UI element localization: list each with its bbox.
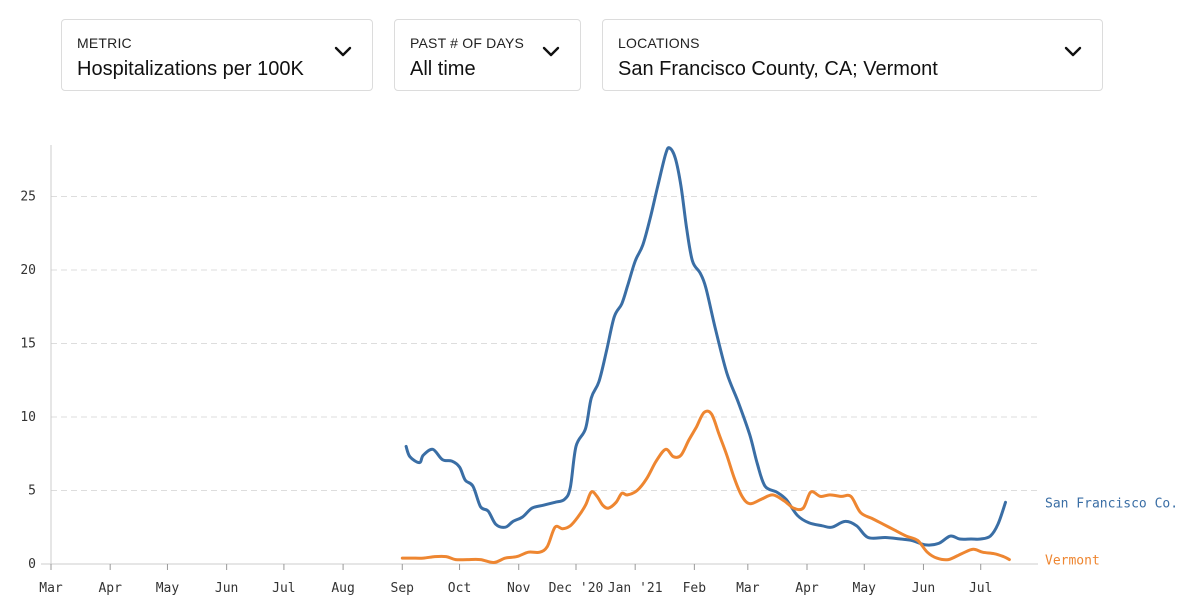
- series-labels: San Francisco Co. Vermont: [1045, 496, 1178, 568]
- locations-value: San Francisco County, CA; Vermont: [618, 58, 938, 80]
- x-tick-label: Oct: [448, 581, 471, 596]
- metric-dropdown[interactable]: METRIC Hospitalizations per 100K: [61, 19, 373, 91]
- san-francisco-series-line: [404, 146, 1007, 547]
- y-tick-label: 0: [28, 557, 36, 572]
- x-tick-label: Jul: [272, 581, 295, 596]
- past-days-dropdown[interactable]: PAST # OF DAYS All time: [394, 19, 581, 91]
- x-tick-label: May: [156, 581, 180, 596]
- grid-lines: [51, 195, 1038, 491]
- filter-controls: METRIC Hospitalizations per 100K PAST # …: [0, 0, 1200, 110]
- locations-label: LOCATIONS: [618, 35, 700, 51]
- vermont-series-label: Vermont: [1045, 554, 1100, 569]
- x-tick-label: Jan '21: [608, 581, 663, 596]
- y-tick-label: 15: [20, 336, 36, 351]
- series-lines: [400, 146, 1011, 565]
- chevron-down-icon: [1064, 46, 1082, 57]
- metric-value: Hospitalizations per 100K: [77, 58, 304, 80]
- x-tick-label: Mar: [736, 581, 760, 596]
- x-tick-label: Mar: [39, 581, 63, 596]
- metric-label: METRIC: [77, 35, 132, 51]
- past-days-label: PAST # OF DAYS: [410, 35, 525, 51]
- y-tick-label: 5: [28, 483, 36, 498]
- past-days-value: All time: [410, 58, 476, 80]
- locations-dropdown[interactable]: LOCATIONS San Francisco County, CA; Verm…: [602, 19, 1103, 91]
- chevron-down-icon: [334, 46, 352, 57]
- y-tick-label: 20: [20, 263, 36, 278]
- chevron-down-icon: [542, 46, 560, 57]
- x-tick-label: Aug: [331, 581, 354, 596]
- y-tick-label: 10: [20, 410, 36, 425]
- x-tick-label: Jun: [912, 581, 935, 596]
- axes: 0 5 10 15 20 25 Mar Apr May Jun Jul Aug Sep Oct Nov Dec…: [20, 145, 1038, 596]
- x-tick-label: Jul: [969, 581, 992, 596]
- san-francisco-series-label: San Francisco Co.: [1045, 496, 1178, 511]
- x-tick-label: Feb: [683, 581, 707, 596]
- y-tick-label: 25: [20, 189, 36, 204]
- x-tick-label: Dec '20: [549, 581, 604, 596]
- x-tick-label: Apr: [98, 581, 122, 596]
- x-tick-label: Apr: [795, 581, 819, 596]
- vermont-series-line: [400, 409, 1011, 565]
- x-tick-label: May: [853, 581, 877, 596]
- x-tick-label: Nov: [507, 581, 531, 596]
- x-tick-label: Jun: [215, 581, 238, 596]
- x-tick-label: Sep: [391, 581, 415, 596]
